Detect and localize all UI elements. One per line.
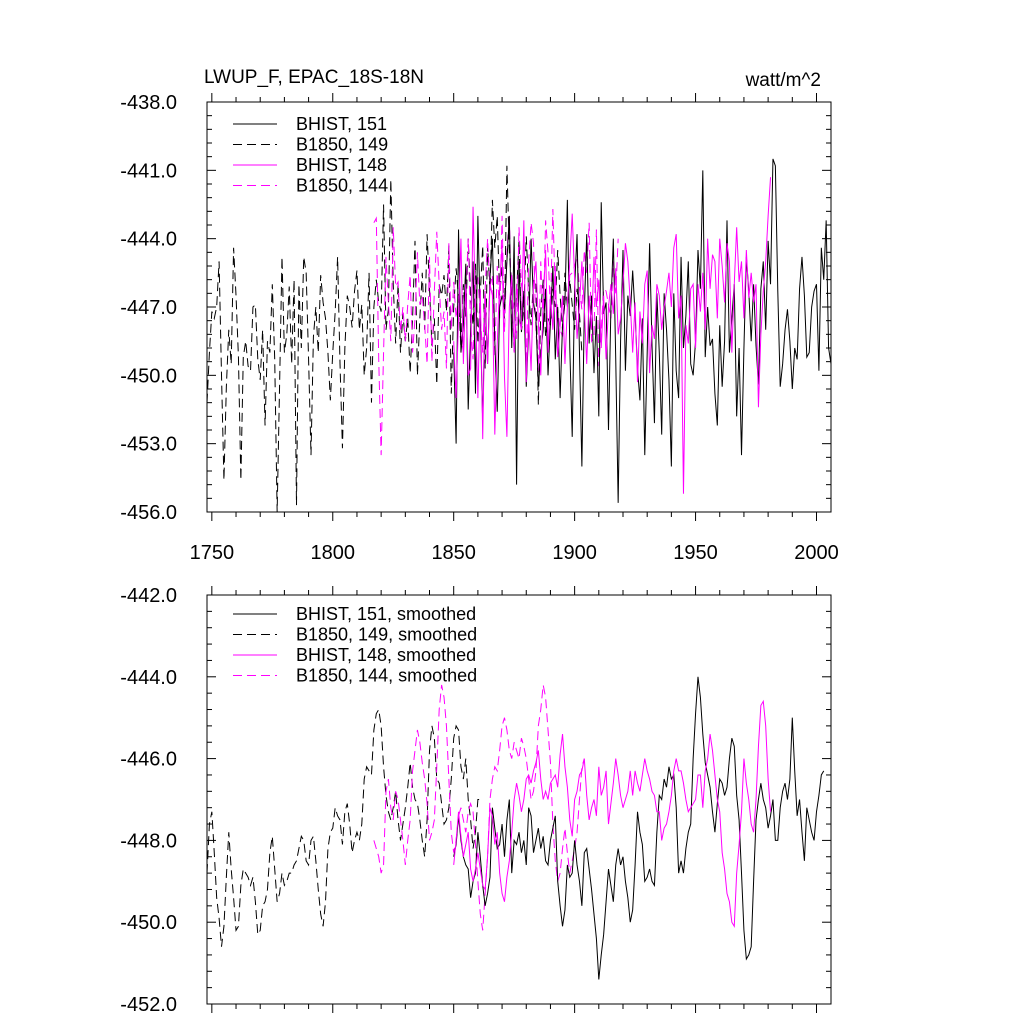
y-tick-label: -456.0 <box>120 502 177 524</box>
x-tick-label: 1850 <box>431 542 476 564</box>
chart-panel-1: 1750 1800 1850 1900 1950 2000 -438.0 -441.0 -444… <box>120 67 839 564</box>
series-line-b1850-149 <box>207 165 583 512</box>
y-tick-label: -442.0 <box>120 585 177 607</box>
series-line-b1850-149-smoothed <box>207 708 481 947</box>
y-tick-label: -452.0 <box>120 994 177 1016</box>
legend-label: B1850, 144, smoothed <box>296 666 477 686</box>
y-tick-label: -444.0 <box>120 229 177 251</box>
x-tick-label: 1900 <box>552 542 597 564</box>
chart-panel-2: -442.0 -444.0 -446.0 -448.0 -450.0 -452.0 BHIS… <box>120 585 832 1016</box>
legend-label: BHIST, 151, smoothed <box>296 604 476 624</box>
series-line-bhist-148-smoothed <box>453 699 772 928</box>
series-line-bhist-151-smoothed <box>453 676 825 980</box>
legend-label: B1850, 149, smoothed <box>296 625 477 645</box>
units-label: watt/m^2 <box>745 70 821 91</box>
plot-frame <box>206 594 832 1005</box>
legend-label: B1850, 149 <box>296 135 388 155</box>
series-line-b1850-144 <box>373 209 619 456</box>
x-tick-label: 1800 <box>311 542 356 564</box>
legend-label: BHIST, 148 <box>296 155 387 175</box>
y-tick-label: -450.0 <box>120 912 177 934</box>
y-tick-label: -450.0 <box>120 365 177 387</box>
x-tick-label: 2000 <box>794 542 839 564</box>
x-tick-label: 1750 <box>190 542 235 564</box>
y-tick-label: -438.0 <box>120 92 177 114</box>
y-tick-label: -448.0 <box>120 830 177 852</box>
series-line-b1850-144-smoothed <box>373 684 585 931</box>
legend-label: B1850, 144 <box>296 176 388 196</box>
chart-title: LWUP_F, EPAC_18S-18N <box>204 67 424 88</box>
legend-label: BHIST, 148, smoothed <box>296 645 476 665</box>
y-tick-label: -444.0 <box>120 667 177 689</box>
series-line-bhist-151 <box>453 158 831 503</box>
legend-label: BHIST, 151 <box>296 114 387 134</box>
y-tick-label: -447.0 <box>120 297 177 319</box>
y-tick-label: -441.0 <box>120 160 177 182</box>
series-line-bhist-148 <box>453 177 772 494</box>
y-tick-label: -446.0 <box>120 749 177 771</box>
x-tick-label: 1950 <box>673 542 718 564</box>
y-tick-label: -453.0 <box>120 434 177 456</box>
